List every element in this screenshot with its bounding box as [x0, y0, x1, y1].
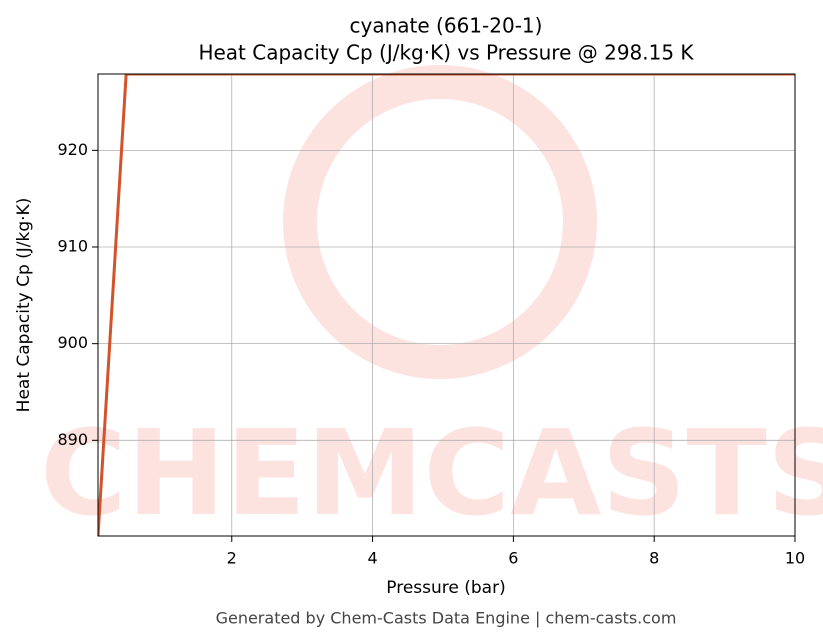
chart-subtitle: Heat Capacity Cp (J/kg·K) vs Pressure @ …	[198, 41, 694, 65]
footer: Generated by Chem-Casts Data Engine | ch…	[216, 609, 677, 628]
y-tick-label: 900	[57, 333, 88, 352]
x-axis-label: Pressure (bar)	[386, 578, 505, 598]
chart-title: cyanate (661-20-1)	[350, 14, 543, 38]
watermark-logo	[283, 65, 597, 379]
y-tick-label: 920	[57, 140, 88, 159]
x-tick-label: 10	[785, 549, 805, 568]
x-tick-label: 8	[649, 549, 659, 568]
data-line	[98, 74, 795, 536]
plot-frame	[97, 73, 796, 537]
watermark: CHEMCASTS	[40, 404, 823, 542]
x-tick-label: 2	[227, 549, 237, 568]
x-tick-label: 4	[367, 549, 377, 568]
plot-area: CHEMCASTS	[40, 65, 823, 542]
y-axis-label: Heat Capacity Cp (J/kg·K)	[14, 198, 34, 413]
y-tick-label: 890	[57, 430, 88, 449]
x-tick-label: 6	[508, 549, 518, 568]
y-tick-label: 910	[57, 237, 88, 256]
